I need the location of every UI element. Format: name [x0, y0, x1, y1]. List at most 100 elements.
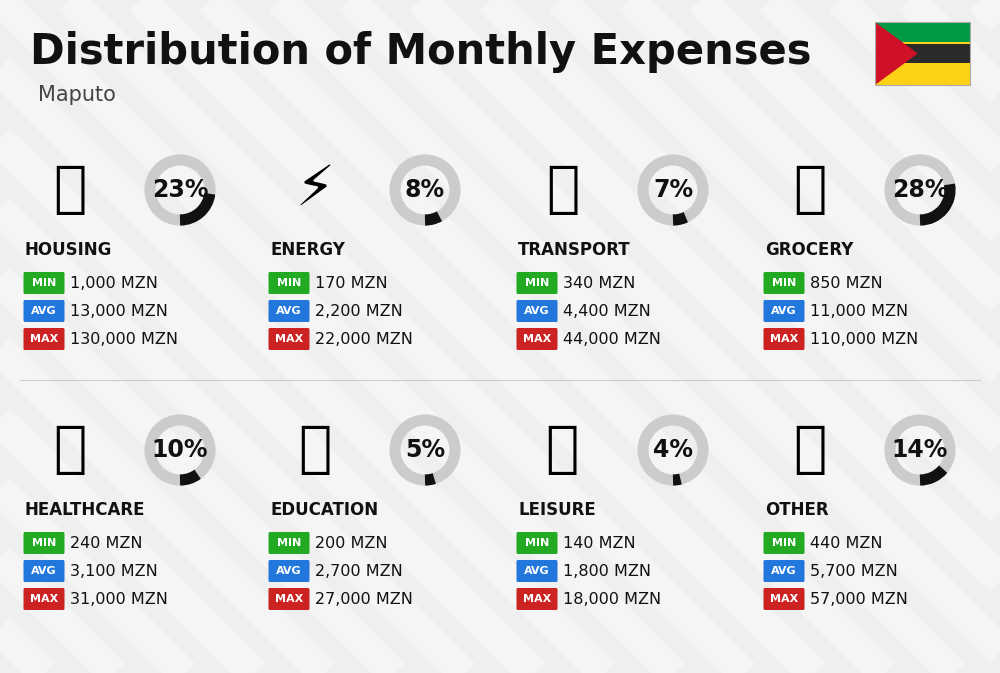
Text: AVG: AVG [524, 566, 550, 576]
Text: 3,100 MZN: 3,100 MZN [70, 563, 158, 579]
Text: EDUCATION: EDUCATION [270, 501, 378, 519]
Text: AVG: AVG [276, 306, 302, 316]
Text: 57,000 MZN: 57,000 MZN [810, 592, 908, 606]
Text: 🏢: 🏢 [53, 163, 87, 217]
Text: 🫀: 🫀 [53, 423, 87, 477]
Text: 340 MZN: 340 MZN [563, 275, 635, 291]
Text: 14%: 14% [892, 438, 948, 462]
Text: 2,200 MZN: 2,200 MZN [315, 304, 403, 318]
Text: 13,000 MZN: 13,000 MZN [70, 304, 168, 318]
FancyBboxPatch shape [764, 272, 804, 294]
Text: 🚌: 🚌 [546, 163, 580, 217]
FancyBboxPatch shape [516, 300, 558, 322]
Text: MAX: MAX [523, 334, 551, 344]
Text: 1,000 MZN: 1,000 MZN [70, 275, 158, 291]
Text: 🎓: 🎓 [298, 423, 332, 477]
Text: 🛍️: 🛍️ [546, 423, 580, 477]
Text: ⚡️: ⚡️ [296, 163, 334, 217]
Text: AVG: AVG [276, 566, 302, 576]
Text: MAX: MAX [275, 594, 303, 604]
Text: MIN: MIN [277, 278, 301, 288]
Text: HOUSING: HOUSING [25, 241, 112, 259]
Text: ENERGY: ENERGY [270, 241, 345, 259]
Text: MIN: MIN [772, 538, 796, 548]
Text: OTHER: OTHER [765, 501, 829, 519]
Text: MIN: MIN [525, 538, 549, 548]
FancyBboxPatch shape [268, 328, 310, 350]
Text: MIN: MIN [277, 538, 301, 548]
Text: AVG: AVG [31, 306, 57, 316]
Text: AVG: AVG [31, 566, 57, 576]
Text: 850 MZN: 850 MZN [810, 275, 883, 291]
FancyBboxPatch shape [24, 272, 64, 294]
FancyBboxPatch shape [24, 588, 64, 610]
FancyBboxPatch shape [875, 22, 970, 85]
FancyBboxPatch shape [268, 532, 310, 554]
FancyBboxPatch shape [516, 588, 558, 610]
FancyBboxPatch shape [516, 532, 558, 554]
Text: MAX: MAX [770, 334, 798, 344]
FancyBboxPatch shape [268, 560, 310, 582]
Text: Maputo: Maputo [38, 85, 116, 105]
FancyBboxPatch shape [24, 532, 64, 554]
Text: 11,000 MZN: 11,000 MZN [810, 304, 908, 318]
Text: 23%: 23% [152, 178, 208, 202]
FancyBboxPatch shape [268, 272, 310, 294]
FancyBboxPatch shape [875, 64, 970, 85]
Text: MAX: MAX [523, 594, 551, 604]
FancyBboxPatch shape [764, 532, 804, 554]
Text: 31,000 MZN: 31,000 MZN [70, 592, 168, 606]
FancyBboxPatch shape [875, 63, 970, 65]
Text: MAX: MAX [30, 334, 58, 344]
Text: 130,000 MZN: 130,000 MZN [70, 332, 178, 347]
Text: 🛒: 🛒 [793, 163, 827, 217]
Text: 110,000 MZN: 110,000 MZN [810, 332, 918, 347]
Text: 44,000 MZN: 44,000 MZN [563, 332, 661, 347]
Text: 10%: 10% [152, 438, 208, 462]
Text: 7%: 7% [653, 178, 693, 202]
Text: 4%: 4% [653, 438, 693, 462]
Text: 18,000 MZN: 18,000 MZN [563, 592, 661, 606]
Text: 2,700 MZN: 2,700 MZN [315, 563, 403, 579]
Text: MAX: MAX [770, 594, 798, 604]
Text: GROCERY: GROCERY [765, 241, 853, 259]
Text: 5,700 MZN: 5,700 MZN [810, 563, 898, 579]
FancyBboxPatch shape [875, 43, 970, 63]
Text: 240 MZN: 240 MZN [70, 536, 143, 551]
Polygon shape [875, 22, 918, 85]
Text: AVG: AVG [524, 306, 550, 316]
Text: 200 MZN: 200 MZN [315, 536, 388, 551]
Text: 28%: 28% [892, 178, 948, 202]
FancyBboxPatch shape [268, 300, 310, 322]
FancyBboxPatch shape [764, 588, 804, 610]
Text: 👜: 👜 [793, 423, 827, 477]
FancyBboxPatch shape [516, 272, 558, 294]
Text: AVG: AVG [771, 566, 797, 576]
FancyBboxPatch shape [268, 588, 310, 610]
Text: MAX: MAX [30, 594, 58, 604]
FancyBboxPatch shape [516, 328, 558, 350]
Text: 5%: 5% [405, 438, 445, 462]
FancyBboxPatch shape [24, 300, 64, 322]
Text: 27,000 MZN: 27,000 MZN [315, 592, 413, 606]
Text: MIN: MIN [32, 278, 56, 288]
Text: 4,400 MZN: 4,400 MZN [563, 304, 651, 318]
Text: MIN: MIN [32, 538, 56, 548]
Text: MIN: MIN [772, 278, 796, 288]
Text: 1,800 MZN: 1,800 MZN [563, 563, 651, 579]
Text: 22,000 MZN: 22,000 MZN [315, 332, 413, 347]
FancyBboxPatch shape [764, 328, 804, 350]
Text: 8%: 8% [405, 178, 445, 202]
FancyBboxPatch shape [516, 560, 558, 582]
Text: AVG: AVG [771, 306, 797, 316]
Text: Distribution of Monthly Expenses: Distribution of Monthly Expenses [30, 31, 812, 73]
FancyBboxPatch shape [764, 300, 804, 322]
Text: LEISURE: LEISURE [518, 501, 596, 519]
FancyBboxPatch shape [24, 328, 64, 350]
FancyBboxPatch shape [764, 560, 804, 582]
Text: TRANSPORT: TRANSPORT [518, 241, 631, 259]
Text: 170 MZN: 170 MZN [315, 275, 388, 291]
Text: 140 MZN: 140 MZN [563, 536, 636, 551]
Text: HEALTHCARE: HEALTHCARE [25, 501, 146, 519]
Text: 440 MZN: 440 MZN [810, 536, 883, 551]
